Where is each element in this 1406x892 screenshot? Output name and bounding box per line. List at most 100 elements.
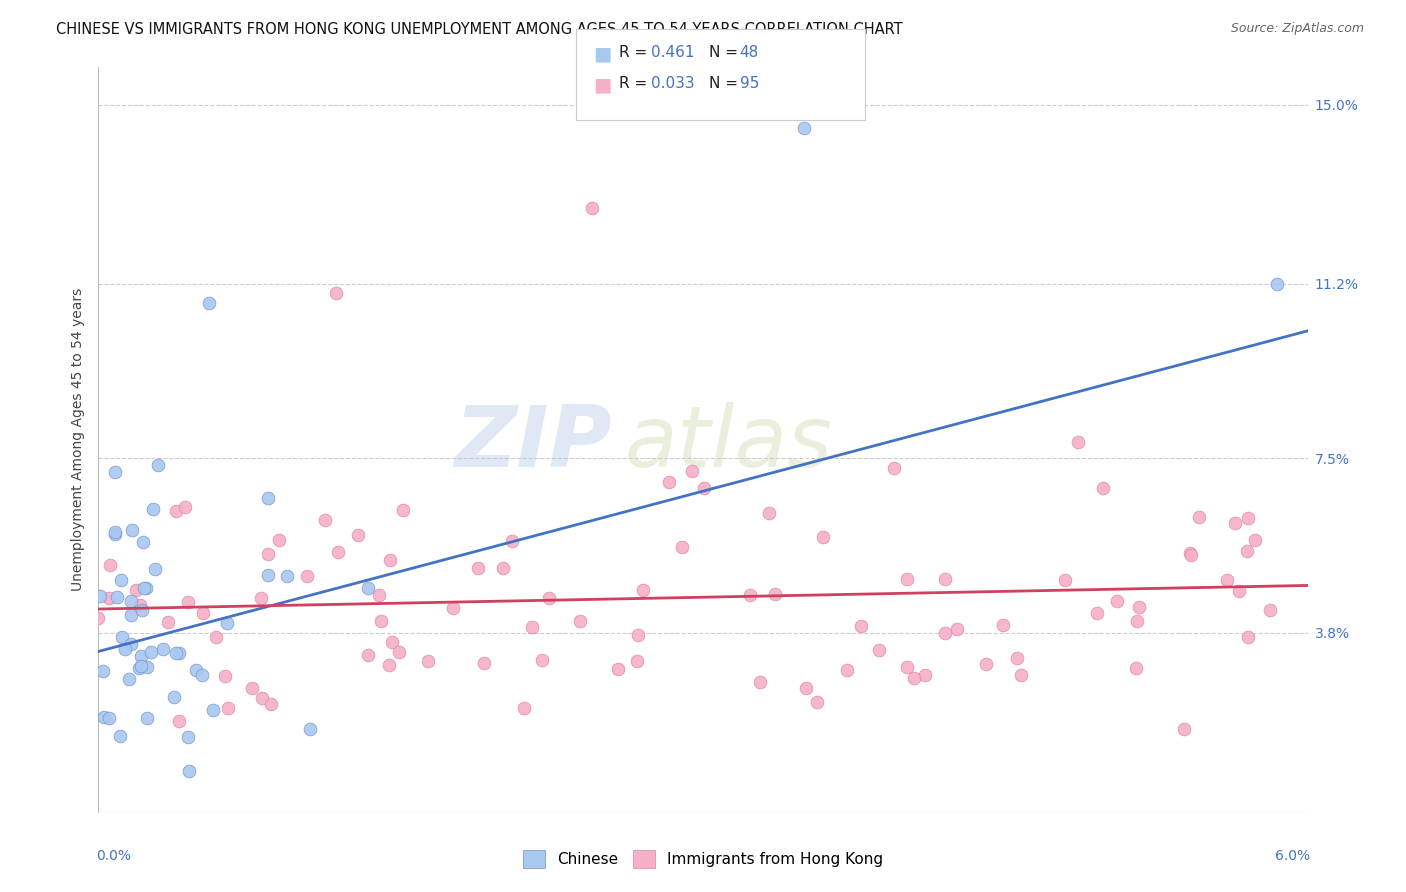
Point: [946, 622, 969, 636]
Point: [214, 669, 236, 683]
Point: [1223, 516, 1246, 530]
Point: [934, 625, 956, 640]
Point: [381, 635, 404, 649]
Point: [297, 568, 319, 582]
Point: [1126, 614, 1149, 628]
Point: [1243, 533, 1265, 547]
Point: [1188, 509, 1211, 524]
Point: [793, 121, 815, 136]
Point: [346, 528, 368, 542]
Point: [267, 533, 290, 547]
Point: [132, 534, 155, 549]
Point: [1010, 668, 1032, 682]
Text: R =: R =: [619, 76, 652, 91]
Point: [370, 614, 392, 628]
Text: ZIP: ZIP: [454, 401, 613, 484]
Point: [143, 562, 166, 576]
Point: [177, 764, 200, 779]
Point: [165, 504, 187, 518]
Point: [104, 526, 127, 541]
Point: [121, 523, 143, 537]
Point: [357, 648, 380, 663]
Point: [607, 662, 630, 676]
Point: [87, 611, 110, 625]
Text: 95: 95: [740, 76, 759, 91]
Point: [103, 524, 125, 539]
Point: [1107, 594, 1129, 608]
Point: [1267, 277, 1289, 291]
Point: [325, 286, 347, 301]
Point: [120, 607, 142, 622]
Point: [97, 711, 120, 725]
Point: [1005, 651, 1028, 665]
Point: [205, 630, 228, 644]
Point: [93, 710, 115, 724]
Point: [135, 582, 157, 596]
Text: 48: 48: [740, 45, 759, 60]
Point: [257, 547, 280, 561]
Point: [193, 606, 215, 620]
Point: [256, 568, 278, 582]
Point: [142, 501, 165, 516]
Point: [120, 594, 142, 608]
Point: [114, 641, 136, 656]
Text: N =: N =: [709, 76, 742, 91]
Point: [441, 600, 464, 615]
Point: [202, 703, 225, 717]
Point: [152, 641, 174, 656]
Point: [120, 637, 142, 651]
Point: [631, 582, 654, 597]
Point: [758, 506, 780, 520]
Point: [569, 614, 592, 628]
Point: [811, 530, 834, 544]
Point: [806, 695, 828, 709]
Text: atlas: atlas: [624, 401, 832, 484]
Point: [148, 458, 170, 472]
Point: [868, 643, 890, 657]
Point: [298, 723, 321, 737]
Point: [581, 202, 603, 216]
Point: [177, 730, 200, 744]
Point: [356, 581, 378, 595]
Point: [1258, 603, 1281, 617]
Point: [658, 475, 681, 489]
Point: [626, 627, 648, 641]
Point: [1085, 606, 1108, 620]
Point: [1125, 661, 1147, 675]
Point: [914, 668, 936, 682]
Point: [134, 581, 156, 595]
Text: Source: ZipAtlas.com: Source: ZipAtlas.com: [1230, 22, 1364, 36]
Point: [380, 553, 402, 567]
Point: [186, 663, 208, 677]
Point: [129, 659, 152, 673]
Point: [513, 701, 536, 715]
Point: [501, 533, 523, 548]
Point: [252, 690, 274, 705]
Point: [378, 658, 401, 673]
Point: [125, 582, 148, 597]
Point: [934, 573, 956, 587]
Point: [626, 654, 648, 668]
Point: [136, 660, 159, 674]
Point: [851, 619, 873, 633]
Text: N =: N =: [709, 45, 742, 60]
Point: [136, 711, 159, 725]
Point: [522, 620, 544, 634]
Point: [240, 681, 263, 695]
Point: [693, 482, 716, 496]
Point: [896, 573, 918, 587]
Point: [492, 560, 515, 574]
Point: [740, 588, 762, 602]
Point: [276, 569, 298, 583]
Text: 6.0%: 6.0%: [1275, 849, 1310, 863]
Text: 0.033: 0.033: [651, 76, 695, 91]
Point: [1067, 434, 1090, 449]
Point: [991, 618, 1014, 632]
Point: [1180, 548, 1202, 562]
Point: [903, 671, 925, 685]
Point: [165, 646, 187, 660]
Point: [763, 586, 786, 600]
Text: 0.461: 0.461: [651, 45, 695, 60]
Point: [467, 561, 489, 575]
Point: [167, 714, 190, 728]
